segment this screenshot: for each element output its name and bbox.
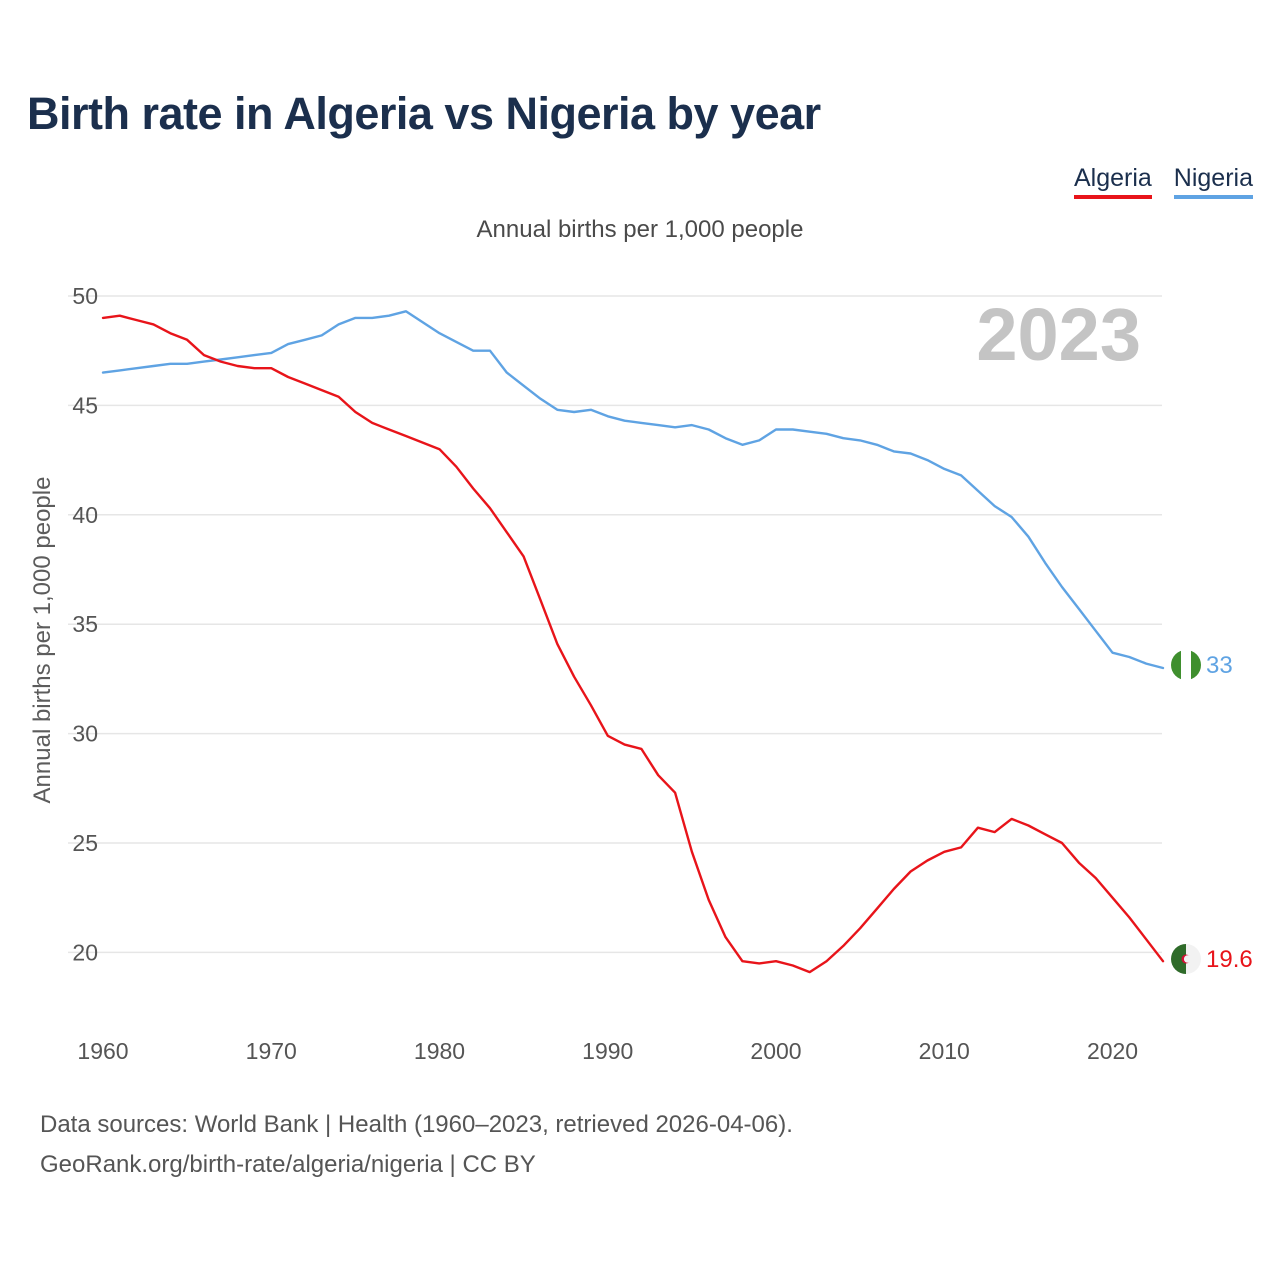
x-axis-ticks: 1960 1970 1980 1990 2000 2010 2020 — [77, 1038, 1138, 1064]
x-tick-label-1970: 1970 — [246, 1038, 297, 1064]
footer: Data sources: World Bank | Health (1960–… — [40, 1105, 793, 1185]
end-value-label-algeria: 19.6 — [1206, 946, 1253, 973]
x-tick-label-2010: 2010 — [919, 1038, 970, 1064]
end-value-label-nigeria: 33 — [1206, 652, 1233, 679]
series-line-nigeria[interactable] — [101, 310, 1165, 670]
footer-attribution[interactable]: GeoRank.org/birth-rate/algeria/nigeria |… — [40, 1151, 536, 1178]
y-tick-label-40: 40 — [72, 502, 98, 528]
chart-subtitle: Annual births per 1,000 people — [476, 216, 804, 243]
y-tick-label-25: 25 — [72, 830, 98, 856]
y-tick-label-35: 35 — [72, 611, 98, 637]
series-line-algeria[interactable] — [101, 314, 1165, 974]
algeria-flag-icon — [1171, 944, 1201, 974]
x-tick-label-1960: 1960 — [77, 1038, 128, 1064]
series-lines — [101, 310, 1165, 974]
legend-item-nigeria[interactable]: Nigeria — [1173, 164, 1253, 199]
footer-sources: Data sources: World Bank | Health (1960–… — [40, 1111, 793, 1138]
legend-item-algeria[interactable]: Algeria — [1073, 164, 1152, 199]
year-display: 2023 — [976, 293, 1141, 376]
x-tick-label-2020: 2020 — [1087, 1038, 1138, 1064]
x-tick-label-2000: 2000 — [750, 1038, 801, 1064]
chart-title: Birth rate in Algeria vs Nigeria by year — [27, 88, 821, 139]
x-tick-label-1990: 1990 — [582, 1038, 633, 1064]
x-tick-label-1980: 1980 — [414, 1038, 465, 1064]
y-tick-label-20: 20 — [72, 939, 98, 965]
y-tick-label-30: 30 — [72, 721, 98, 747]
nigeria-flag-icon — [1171, 650, 1201, 680]
legend: Algeria Nigeria — [1073, 164, 1253, 199]
y-axis-ticks: 20 25 30 35 40 45 50 — [72, 283, 98, 965]
y-tick-label-50: 50 — [72, 283, 98, 309]
grid-lines — [68, 295, 1162, 954]
y-tick-label-45: 45 — [72, 392, 98, 418]
